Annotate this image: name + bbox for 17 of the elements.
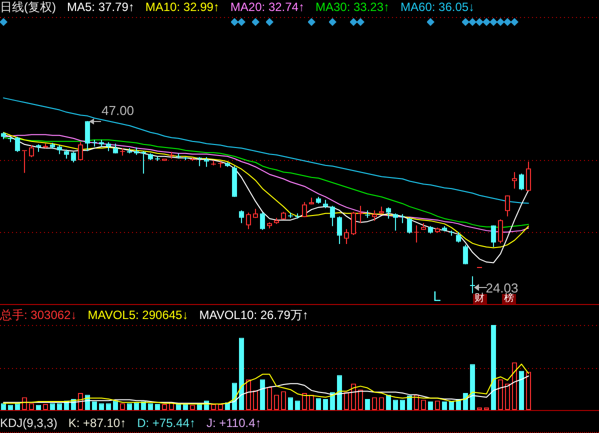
text: J: +110.4↑ — [206, 416, 262, 431]
text: MA5: 37.79↑ — [67, 0, 134, 15]
annotation: 榜 — [502, 293, 516, 304]
text: D: +75.44↑ — [137, 416, 196, 431]
chart-title: 日线(复权) — [0, 0, 56, 15]
annotation: 47.00 — [102, 103, 134, 118]
text: MAVOL5: 290645↓ — [88, 308, 188, 323]
text: 总手: 303062↓ — [0, 308, 77, 323]
text: MA20: 32.74↑ — [230, 0, 304, 15]
annotation: L — [433, 288, 441, 304]
text: MA30: 33.23↑ — [315, 0, 390, 15]
text: MA60: 36.05↓ — [400, 0, 475, 15]
text: K: +87.10↑ — [68, 416, 126, 431]
annotation: 财 — [472, 293, 486, 304]
text: MAVOL10: 26.79万↑ — [199, 308, 308, 323]
text: MA10: 32.99↑ — [145, 0, 220, 15]
text: KDJ(9,3,3) — [0, 416, 58, 431]
